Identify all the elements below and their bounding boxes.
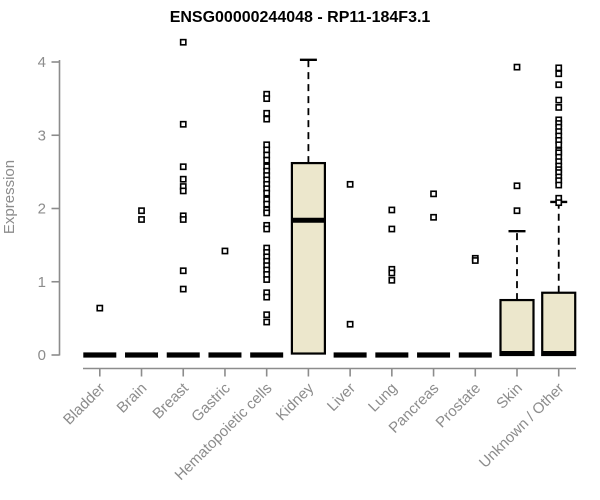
boxplot-collapsed-box [417,352,451,358]
y-tick-label: 0 [38,347,46,364]
outlier-point [555,81,563,89]
outlier-point [179,267,187,275]
outlier-point [138,216,145,223]
outlier-point [555,141,563,149]
outlier-point [471,257,479,264]
outlier-point [346,320,354,328]
outlier-point [263,115,271,123]
x-category-label: Kidney [273,379,318,424]
outlier-point [263,293,271,301]
outlier-point [388,269,396,277]
boxplot-collapsed-box [458,352,492,358]
outlier-point [430,213,437,221]
outlier-point [513,63,521,71]
outlier-point [263,225,271,233]
outlier-point [138,207,145,215]
boxplot-box [499,298,535,357]
x-category-label: Liver [324,380,359,415]
outlier-point [263,318,271,326]
outlier-point [388,206,396,214]
x-category-label: Brain [114,380,151,417]
outlier-point [263,95,271,103]
x-category-label: Bladder [60,380,109,429]
outlier-point [555,199,563,207]
boxplot-collapsed-box [375,352,409,358]
boxplot-box [290,161,326,355]
boxplot-collapsed-box [208,352,242,358]
outlier-point [96,304,104,312]
x-category-label: Prostate [433,380,485,432]
outlier-point [430,190,437,198]
outlier-point [555,64,563,72]
outlier-point [555,70,563,78]
y-tick-label: 2 [38,201,46,218]
boxplot-collapsed-box [125,352,159,358]
chart-title: ENSG00000244048 - RP11-184F3.1 [169,9,431,26]
boxplot-collapsed-box [250,352,284,358]
outlier-point [263,156,271,164]
outlier-point [263,109,271,117]
x-category-label: Skin [493,380,526,413]
outlier-point [388,276,396,284]
outlier-point [513,182,521,190]
outlier-point [179,38,187,46]
outlier-point [179,175,187,183]
x-category-label: Breast [149,379,192,422]
y-axis-title: Expression [1,160,18,234]
boxplot-collapsed-box [83,352,117,358]
y-tick-label: 3 [38,127,46,144]
boxplot-collapsed-box [166,352,200,358]
outlier-point [555,104,563,111]
x-category-label: Lung [365,380,401,416]
boxplot-box [541,291,577,357]
boxplot-collapsed-box [333,352,367,358]
outlier-point [179,187,187,195]
outlier-point [179,120,187,128]
outlier-point [263,276,271,283]
outlier-point [179,216,187,223]
outlier-point [179,163,187,171]
y-tick-label: 4 [38,54,46,71]
outlier-point [221,247,229,255]
outlier-point [513,207,521,215]
y-tick-label: 1 [38,274,46,291]
outlier-point [263,200,271,208]
outlier-point [555,96,563,104]
outlier-point [263,189,271,197]
outlier-point [346,180,354,188]
outlier-point [179,285,187,293]
outlier-point [263,311,271,319]
outlier-point [555,181,563,189]
outlier-point [388,225,396,233]
outlier-point [263,209,271,217]
